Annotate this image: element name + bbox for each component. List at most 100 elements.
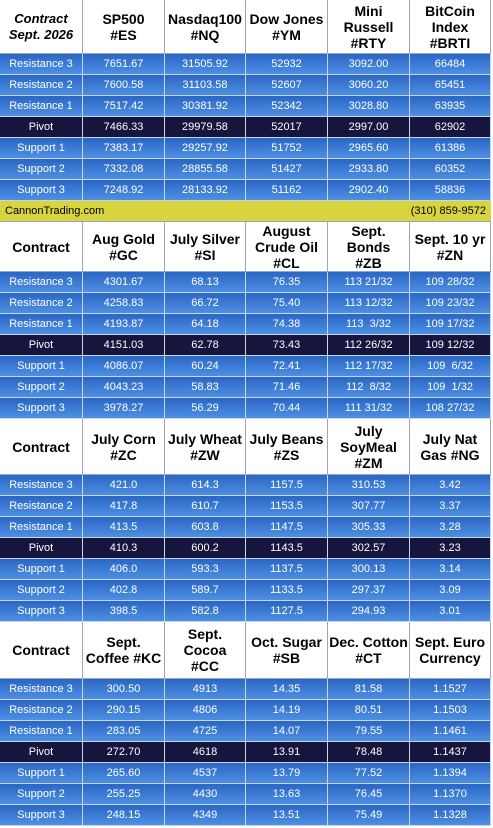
- level-value: 4086.07: [83, 356, 165, 377]
- level-value: 2965.60: [328, 138, 410, 159]
- contract-header: Oct. Sugar #SB: [246, 622, 328, 679]
- level-label: Support 1: [0, 138, 83, 159]
- level-value: 73.43: [246, 335, 328, 356]
- contract-header: July SoyMeal #ZM: [328, 419, 410, 475]
- contract-header: Sept. Coffee #KC: [83, 622, 165, 679]
- level-value: 310.53: [328, 475, 410, 496]
- level-value: 294.93: [328, 601, 410, 622]
- level-label: Pivot: [0, 538, 83, 559]
- level-value: 7383.17: [83, 138, 165, 159]
- level-value: 108 27/32: [410, 398, 491, 419]
- level-value: 62902: [410, 117, 491, 138]
- level-value: 603.8: [165, 517, 246, 538]
- level-value: 28133.92: [165, 180, 246, 201]
- level-value: 52342: [246, 96, 328, 117]
- level-value: 109 12/32: [410, 335, 491, 356]
- section-label: Contract: [0, 419, 83, 475]
- level-value: 81.58: [328, 679, 410, 700]
- level-value: 51427: [246, 159, 328, 180]
- level-value: 78.48: [328, 742, 410, 763]
- level-value: 3.23: [410, 538, 491, 559]
- level-label: Resistance 2: [0, 75, 83, 96]
- level-value: 64.18: [165, 314, 246, 335]
- level-value: 4618: [165, 742, 246, 763]
- level-value: 13.79: [246, 763, 328, 784]
- level-label: Support 2: [0, 159, 83, 180]
- level-label: Support 1: [0, 763, 83, 784]
- level-label: Support 2: [0, 580, 83, 601]
- level-value: 51162: [246, 180, 328, 201]
- level-value: 30381.92: [165, 96, 246, 117]
- level-value: 14.19: [246, 700, 328, 721]
- level-label: Resistance 1: [0, 314, 83, 335]
- website: CannonTrading.com: [5, 205, 105, 217]
- level-value: 72.41: [246, 356, 328, 377]
- phone: (310) 859-9572: [410, 205, 486, 217]
- contract-header: August Crude Oil #CL: [246, 222, 328, 272]
- level-label: Resistance 1: [0, 517, 83, 538]
- level-value: 77.52: [328, 763, 410, 784]
- level-label: Support 2: [0, 784, 83, 805]
- level-value: 3.37: [410, 496, 491, 517]
- level-label: Support 3: [0, 398, 83, 419]
- level-value: 56.29: [165, 398, 246, 419]
- level-value: 75.40: [246, 293, 328, 314]
- level-value: 74.38: [246, 314, 328, 335]
- level-value: 2997.00: [328, 117, 410, 138]
- level-value: 417.8: [83, 496, 165, 517]
- level-value: 2902.40: [328, 180, 410, 201]
- level-value: 3060.20: [328, 75, 410, 96]
- level-value: 112 8/32: [328, 377, 410, 398]
- level-value: 4151.03: [83, 335, 165, 356]
- level-value: 1143.5: [246, 538, 328, 559]
- level-value: 109 28/32: [410, 272, 491, 293]
- level-value: 113 21/32: [328, 272, 410, 293]
- contract-header: July Nat Gas #NG: [410, 419, 491, 475]
- level-value: 58.83: [165, 377, 246, 398]
- level-label: Support 3: [0, 805, 83, 826]
- level-value: 290.15: [83, 700, 165, 721]
- level-value: 31505.92: [165, 54, 246, 75]
- level-value: 51752: [246, 138, 328, 159]
- level-value: 13.51: [246, 805, 328, 826]
- level-value: 614.3: [165, 475, 246, 496]
- level-label: Support 3: [0, 180, 83, 201]
- level-value: 63935: [410, 96, 491, 117]
- level-value: 76.45: [328, 784, 410, 805]
- level-value: 600.2: [165, 538, 246, 559]
- level-value: 29979.58: [165, 117, 246, 138]
- level-value: 4430: [165, 784, 246, 805]
- contract-header: July Wheat #ZW: [165, 419, 246, 475]
- level-value: 610.7: [165, 496, 246, 517]
- level-value: 58836: [410, 180, 491, 201]
- contract-header: BitCoin Index #BRTI: [410, 0, 491, 54]
- level-value: 1.1527: [410, 679, 491, 700]
- level-value: 402.8: [83, 580, 165, 601]
- level-value: 272.70: [83, 742, 165, 763]
- level-label: Resistance 1: [0, 96, 83, 117]
- contract-header: Sept. Cocoa #CC: [165, 622, 246, 679]
- level-label: Resistance 2: [0, 293, 83, 314]
- level-value: 109 6/32: [410, 356, 491, 377]
- level-value: 52932: [246, 54, 328, 75]
- level-value: 66.72: [165, 293, 246, 314]
- level-value: 307.77: [328, 496, 410, 517]
- level-value: 71.46: [246, 377, 328, 398]
- level-label: Resistance 3: [0, 679, 83, 700]
- level-label: Resistance 2: [0, 496, 83, 517]
- level-value: 109 17/32: [410, 314, 491, 335]
- level-value: 265.60: [83, 763, 165, 784]
- level-value: 4725: [165, 721, 246, 742]
- level-value: 1.1394: [410, 763, 491, 784]
- level-value: 4258.83: [83, 293, 165, 314]
- contract-header: Sept. Bonds #ZB: [328, 222, 410, 272]
- level-value: 4913: [165, 679, 246, 700]
- level-value: 14.35: [246, 679, 328, 700]
- level-label: Resistance 2: [0, 700, 83, 721]
- level-value: 1.1461: [410, 721, 491, 742]
- level-value: 76.35: [246, 272, 328, 293]
- level-value: 109 1/32: [410, 377, 491, 398]
- level-value: 60352: [410, 159, 491, 180]
- contract-header: SP500 #ES: [83, 0, 165, 54]
